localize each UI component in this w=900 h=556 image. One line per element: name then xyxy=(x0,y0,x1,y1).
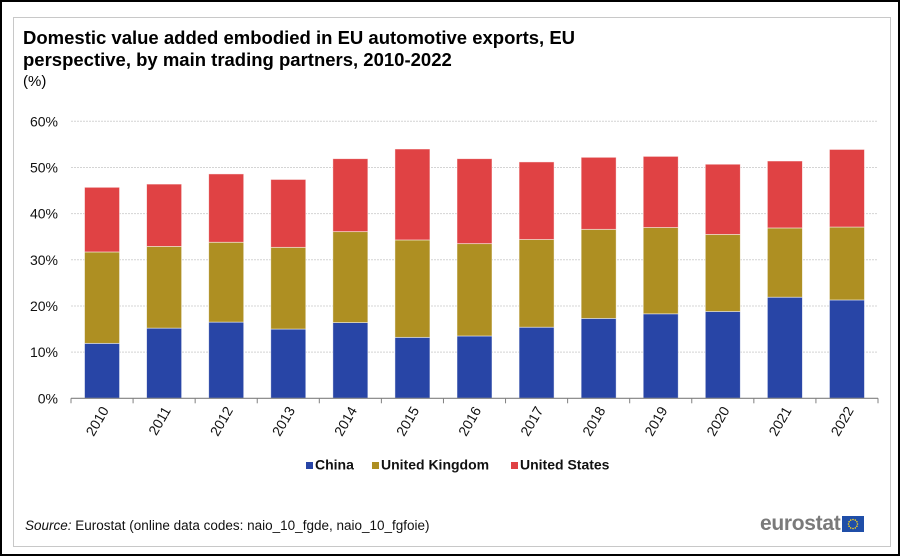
bar-united-states-2014 xyxy=(332,158,369,233)
bar-united-states-2010 xyxy=(84,186,120,253)
bar-united-states-2019 xyxy=(642,155,679,228)
chart-title: Domestic value added embodied in EU auto… xyxy=(23,27,576,70)
bar-china-2013 xyxy=(270,328,307,399)
bar-china-2012 xyxy=(208,321,245,399)
bar-united-kingdom-2018 xyxy=(580,228,617,319)
bar-united-kingdom-2015 xyxy=(394,239,431,338)
logo-text: eurostat xyxy=(760,512,841,535)
y-tick-label: 40% xyxy=(30,206,58,222)
bar-china-2014 xyxy=(332,322,369,399)
bar-united-kingdom-2014 xyxy=(332,231,369,323)
y-tick-label: 10% xyxy=(30,344,58,360)
x-tick-label: 2017 xyxy=(517,403,547,438)
eu-flag-icon xyxy=(842,516,865,532)
bar-china-2017 xyxy=(518,326,555,399)
x-tick-label: 2012 xyxy=(207,403,237,438)
bar-united-kingdom-2012 xyxy=(208,241,245,323)
bar-china-2010 xyxy=(84,342,120,399)
legend-swatch-china xyxy=(306,462,313,469)
bar-china-2018 xyxy=(580,318,617,399)
x-tick-label: 2010 xyxy=(82,403,112,438)
x-tick-label: 2013 xyxy=(269,403,299,438)
y-tick-label: 50% xyxy=(30,159,58,175)
bar-united-kingdom-2021 xyxy=(766,227,803,298)
x-tick-label: 2022 xyxy=(827,403,857,438)
bar-united-states-2021 xyxy=(766,160,803,229)
bar-united-states-2015 xyxy=(394,148,431,241)
bar-china-2021 xyxy=(766,296,803,399)
y-tick-label: 0% xyxy=(38,390,58,406)
bar-united-kingdom-2017 xyxy=(518,239,555,328)
bar-united-states-2020 xyxy=(704,163,741,235)
y-tick-label: 30% xyxy=(30,252,58,268)
eurostat-logo: eurostat xyxy=(760,512,865,536)
source-label: Source: xyxy=(25,518,72,533)
bar-china-2022 xyxy=(829,299,865,399)
source-note: Source: Eurostat (online data codes: nai… xyxy=(25,518,430,533)
x-tick-label: 2018 xyxy=(579,403,609,438)
x-tick-label: 2015 xyxy=(393,403,423,438)
bar-china-2016 xyxy=(456,335,493,399)
x-tick-label: 2021 xyxy=(765,403,795,438)
bar-china-2019 xyxy=(642,313,679,399)
y-tick-label: 60% xyxy=(30,113,58,129)
bar-china-2020 xyxy=(704,311,741,399)
y-tick-label: 20% xyxy=(30,298,58,314)
bar-united-kingdom-2020 xyxy=(704,234,741,312)
chart-unit: (%) xyxy=(23,73,47,90)
bar-united-states-2017 xyxy=(518,161,555,240)
legend-swatch-united-kingdom xyxy=(372,462,379,469)
bar-united-kingdom-2016 xyxy=(456,243,493,337)
legend-label-united-states: United States xyxy=(520,457,610,473)
x-tick-label: 2019 xyxy=(641,403,671,438)
bar-china-2011 xyxy=(146,327,183,399)
bar-united-states-2018 xyxy=(580,156,617,230)
bar-united-kingdom-2011 xyxy=(146,246,183,329)
bar-united-kingdom-2010 xyxy=(84,251,120,344)
source-text: Eurostat (online data codes: naio_10_fgd… xyxy=(71,518,430,533)
legend-label-china: China xyxy=(315,457,354,473)
bar-united-kingdom-2022 xyxy=(829,226,865,301)
legend-label-united-kingdom: United Kingdom xyxy=(381,457,489,473)
x-tick-label: 2020 xyxy=(703,403,733,438)
x-tick-label: 2016 xyxy=(455,403,485,438)
bar-united-kingdom-2019 xyxy=(642,227,679,315)
x-tick-label: 2014 xyxy=(331,403,361,438)
bar-united-kingdom-2013 xyxy=(270,246,307,330)
bar-united-states-2011 xyxy=(146,183,183,247)
bar-united-states-2013 xyxy=(270,179,307,248)
bar-united-states-2022 xyxy=(829,149,865,228)
x-tick-label: 2011 xyxy=(145,403,174,437)
bar-united-states-2016 xyxy=(456,158,493,245)
legend-swatch-united-states xyxy=(511,462,518,469)
bar-china-2015 xyxy=(394,336,431,399)
bar-united-states-2012 xyxy=(208,173,245,243)
